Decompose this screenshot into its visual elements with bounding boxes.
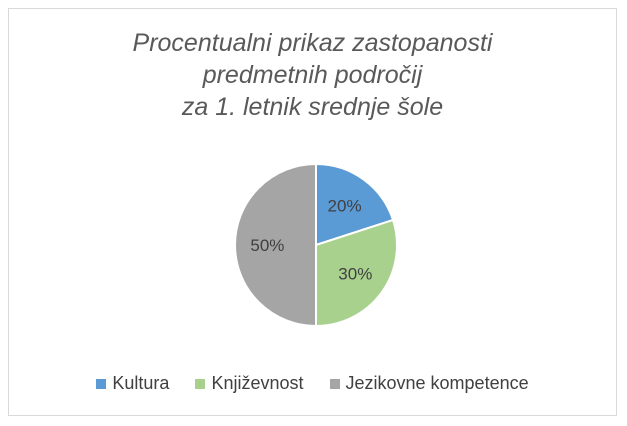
legend-item-književnost: Književnost [195, 373, 304, 394]
pie-chart: 20% 30% 50% [234, 162, 398, 328]
legend-label: Književnost [211, 373, 304, 393]
pie-slice-jezikovne-kompetence [234, 162, 317, 328]
data-label-književnost: 30% [338, 265, 372, 284]
legend-swatch [329, 378, 340, 389]
legend-label: Jezikovne kompetence [345, 373, 529, 393]
pie-slice-književnost [315, 218, 398, 328]
chart-title: Procentualni prikaz zastopanosti predmet… [132, 29, 493, 121]
legend-label: Kultura [112, 373, 170, 393]
data-label-jezikovne-kompetence: 50% [250, 236, 284, 255]
legend-swatch [96, 378, 107, 389]
legend-item-jezikovne-kompetence: Jezikovne kompetence [329, 373, 529, 394]
pie-slice-kultura [315, 162, 395, 247]
chart-area: Procentualni prikaz zastopanosti predmet… [8, 8, 617, 416]
chart-legend: Kultura Književnost Jezikovne kompetence [9, 373, 616, 394]
legend-item-kultura: Kultura [96, 373, 169, 394]
legend-swatch [195, 378, 206, 389]
data-label-kultura: 20% [328, 197, 362, 216]
